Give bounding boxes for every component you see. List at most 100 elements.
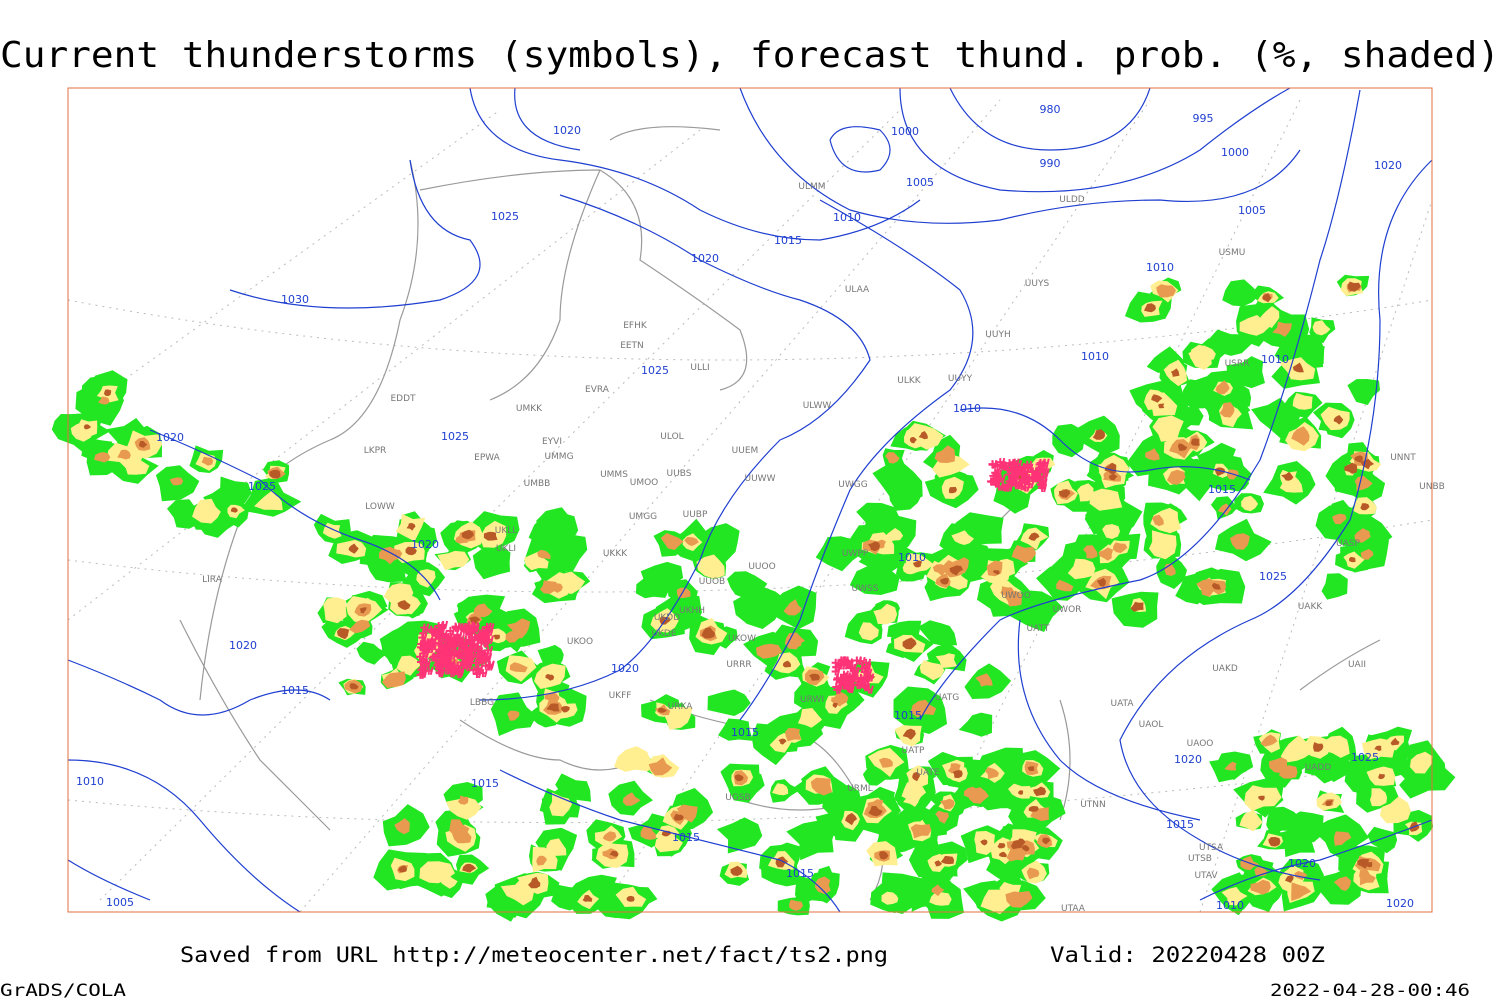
isobar-label: 1000 (1221, 146, 1249, 159)
station-label: EPWA (474, 453, 501, 463)
probability-area (648, 757, 673, 776)
probability-area (919, 660, 945, 681)
probability-area (1170, 368, 1180, 377)
probability-area (658, 707, 667, 713)
probability-area (885, 452, 900, 464)
probability-area (1370, 788, 1388, 807)
probability-area (794, 677, 832, 710)
probability-area (862, 767, 888, 786)
probability-area (461, 529, 474, 540)
probability-area (1268, 837, 1281, 847)
probability-area (462, 863, 477, 873)
probability-area (94, 452, 111, 463)
probability-area (544, 691, 560, 704)
probability-area (785, 728, 802, 742)
probability-area (506, 618, 531, 639)
thunderstorm-symbol (462, 651, 472, 660)
probability-area (654, 831, 683, 853)
probability-area (1102, 524, 1120, 539)
thunderstorm-symbol (446, 662, 456, 671)
isobar-label: 1020 (553, 124, 581, 137)
probability-area (997, 843, 1006, 849)
probability-area (640, 826, 656, 840)
thunderstorm-symbol (832, 682, 842, 692)
thunderstorm-symbol (417, 665, 427, 674)
thunderstorm-symbol (442, 646, 452, 655)
probability-area (832, 702, 838, 708)
probability-area (958, 712, 993, 737)
isobar-label: 1020 (1288, 857, 1316, 870)
station-label: UKDD (654, 613, 680, 623)
probability-area (815, 536, 866, 572)
probability-area (405, 546, 417, 556)
station-label: LBBG (470, 698, 494, 708)
isobar-label: 1010 (1216, 899, 1244, 912)
isobar-label: 1020 (1374, 159, 1402, 172)
station-label: UTNN (1080, 800, 1106, 810)
thunderstorm-symbol (844, 683, 854, 693)
valid-time: Valid: 20220428 00Z (1050, 943, 1325, 967)
thunderstorm-symbol (420, 648, 430, 658)
probability-area (1347, 379, 1380, 405)
probability-area (398, 865, 407, 873)
station-label: UAOL (1139, 720, 1164, 730)
probability-area (1067, 558, 1096, 580)
station-label: UUYS (1025, 279, 1050, 289)
probability-area (337, 628, 350, 640)
station-label: UUYH (985, 330, 1010, 340)
probability-area (1281, 471, 1294, 481)
thunderstorm-symbol (419, 628, 429, 638)
probability-area (1166, 469, 1186, 485)
probability-area (1360, 503, 1370, 511)
thunderstorm-symbol (483, 652, 493, 662)
thunderstorm-symbol (439, 620, 449, 630)
probability-area (1239, 809, 1263, 832)
probability-area (1272, 321, 1292, 337)
station-label: UWGG (838, 480, 867, 490)
probability-area (868, 541, 880, 552)
station-label: UKLI (496, 544, 516, 554)
probability-area (676, 804, 698, 823)
station-label: EETN (620, 341, 644, 351)
probability-area (1257, 306, 1280, 328)
station-label: UKOW (728, 634, 756, 644)
probability-area (963, 786, 978, 799)
probability-area (323, 597, 347, 624)
probability-area (104, 389, 112, 397)
probability-area (1325, 800, 1333, 807)
map-labels: 1020 1025 1030 1020 1015 1010 1005 1000 980 995 99… (76, 103, 1445, 914)
probability-area (509, 662, 528, 673)
thunderstorm-symbol (848, 671, 858, 680)
station-label: UWOO (1001, 591, 1031, 601)
isobar-label: 1015 (1208, 483, 1236, 496)
station-label: UKHH (679, 606, 705, 616)
probability-area (549, 792, 572, 817)
probability-area (1005, 891, 1033, 908)
probability-area (500, 875, 534, 906)
probability-area (1177, 443, 1188, 451)
probability-area (1052, 423, 1085, 458)
station-label: URWI (800, 695, 824, 705)
isobar-label: 1000 (891, 125, 919, 138)
station-label: UWPP (842, 549, 869, 559)
probability-area (868, 806, 883, 817)
probability-area (1344, 753, 1384, 796)
probability-area (83, 424, 91, 430)
probability-area (999, 851, 1007, 858)
probability-area (1291, 882, 1312, 901)
probability-area (1028, 806, 1039, 812)
probability-area (1292, 362, 1304, 373)
station-label: UUOB (699, 577, 725, 587)
station-label: UWSS (852, 584, 879, 594)
probability-area (1347, 281, 1361, 292)
station-label: UKLL (495, 526, 518, 536)
station-label: UKDE (651, 629, 676, 639)
thunderstorm-symbol (850, 667, 860, 676)
probability-area (1158, 403, 1165, 409)
thunderstorm-symbol (458, 622, 468, 632)
probability-area (406, 523, 416, 531)
probability-area (1150, 507, 1182, 534)
probability-area (1152, 415, 1184, 442)
probability-area (1367, 826, 1398, 854)
